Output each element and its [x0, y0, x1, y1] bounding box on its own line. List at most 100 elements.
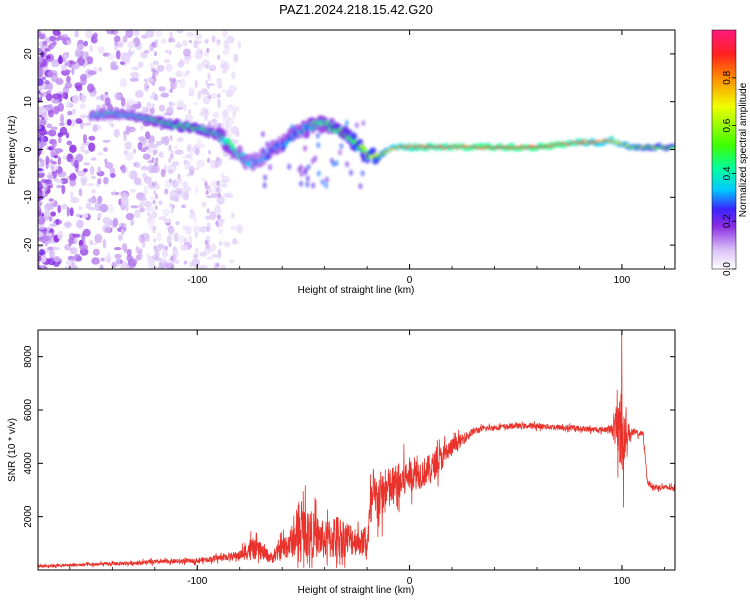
- noise-blob: [205, 184, 209, 190]
- noise-blob: [183, 186, 192, 192]
- noise-blob: [119, 52, 129, 63]
- noise-blob: [137, 141, 143, 151]
- noise-blob: [49, 223, 58, 227]
- colorbar-tick-label: 0.2: [722, 214, 733, 228]
- ridge-fringe: [265, 141, 270, 148]
- noise-blob: [69, 247, 78, 255]
- noise-blob: [47, 174, 54, 180]
- colorbar-tick-label: 0.0: [722, 262, 733, 276]
- noise-blob: [210, 243, 217, 252]
- noise-blob: [183, 190, 190, 201]
- noise-blob: [182, 40, 188, 47]
- spectrogram-x-ticks: -100 0 100: [69, 30, 665, 286]
- noise-blob: [140, 51, 148, 59]
- noise-blob: [193, 217, 197, 224]
- noise-blob: [197, 90, 202, 100]
- noise-blob: [66, 75, 71, 83]
- noise-blob: [57, 230, 63, 240]
- noise-blob: [91, 189, 96, 194]
- noise-blob: [201, 201, 207, 208]
- noise-blob: [64, 62, 71, 67]
- noise-blob: [47, 246, 54, 251]
- noise-blob: [74, 49, 82, 58]
- noise-blob: [205, 190, 209, 195]
- ridge-fringe: [362, 153, 366, 160]
- noise-blob: [196, 139, 202, 150]
- noise-blob: [41, 44, 49, 51]
- noise-blob: [76, 219, 84, 229]
- noise-blob: [48, 198, 55, 202]
- noise-blob: [161, 250, 169, 258]
- noise-blob: [42, 187, 46, 197]
- noise-blob: [50, 144, 56, 151]
- noise-blob: [88, 142, 96, 152]
- ridge-fringe: [324, 182, 329, 189]
- noise-blob: [177, 30, 184, 34]
- noise-blob: [105, 97, 111, 106]
- noise-blob: [215, 80, 224, 85]
- snr-x-ticks: -100 0 100: [69, 330, 665, 587]
- noise-blob: [89, 165, 95, 176]
- noise-blob: [96, 95, 101, 101]
- noise-blob: [45, 182, 54, 187]
- noise-blob: [225, 123, 230, 127]
- noise-blob: [63, 40, 67, 45]
- noise-blob: [169, 77, 173, 83]
- noise-blob: [45, 93, 53, 102]
- noise-blob: [215, 121, 219, 127]
- noise-blob: [89, 242, 98, 246]
- noise-blob: [175, 79, 182, 83]
- noise-blob: [153, 190, 157, 196]
- noise-blob: [142, 146, 150, 150]
- noise-blob: [72, 233, 81, 238]
- noise-blob: [121, 243, 128, 251]
- noise-blob: [168, 50, 172, 55]
- noise-blob: [169, 135, 173, 141]
- noise-blob: [69, 191, 74, 199]
- noise-blob: [217, 39, 221, 45]
- noise-blob: [168, 157, 172, 163]
- noise-blob: [39, 249, 46, 256]
- noise-blob: [92, 124, 98, 133]
- noise-blob: [160, 92, 169, 98]
- snr-y-axis-label: SNR (10 * v/v): [7, 418, 18, 482]
- ridge-core: [221, 136, 226, 142]
- noise-blob: [148, 206, 155, 212]
- noise-blob: [196, 159, 206, 168]
- noise-blob: [38, 67, 44, 78]
- noise-blob: [207, 73, 211, 79]
- noise-blob: [195, 167, 200, 170]
- noise-blob: [108, 203, 114, 214]
- noise-blob: [217, 93, 221, 99]
- noise-blob: [183, 48, 191, 57]
- noise-blob: [143, 176, 152, 184]
- noise-blob: [38, 231, 44, 238]
- noise-blob: [38, 168, 44, 172]
- noise-blob: [184, 113, 194, 122]
- noise-blob: [75, 84, 83, 92]
- y-tick-label: 20: [23, 48, 34, 60]
- noise-blob: [127, 50, 133, 58]
- noise-blob: [83, 40, 89, 47]
- noise-blob: [97, 195, 103, 204]
- snr-background: [38, 330, 675, 570]
- noise-blob: [38, 171, 45, 179]
- ridge-fringe: [354, 122, 359, 129]
- noise-blob: [216, 180, 220, 186]
- noise-blob: [51, 99, 61, 104]
- ridge-fringe: [303, 169, 308, 176]
- noise-blob: [134, 209, 141, 219]
- noise-blob: [82, 228, 91, 237]
- noise-blob: [145, 131, 151, 140]
- noise-blob: [199, 112, 204, 116]
- noise-blob: [124, 141, 132, 150]
- noise-blob: [97, 212, 102, 219]
- ridge-fringe: [320, 179, 325, 185]
- noise-blob: [44, 210, 51, 217]
- noise-blob: [154, 249, 160, 259]
- noise-blob: [229, 259, 235, 264]
- noise-blob: [232, 237, 238, 245]
- noise-blob: [140, 124, 144, 130]
- noise-blob: [194, 247, 199, 253]
- noise-blob: [210, 192, 220, 199]
